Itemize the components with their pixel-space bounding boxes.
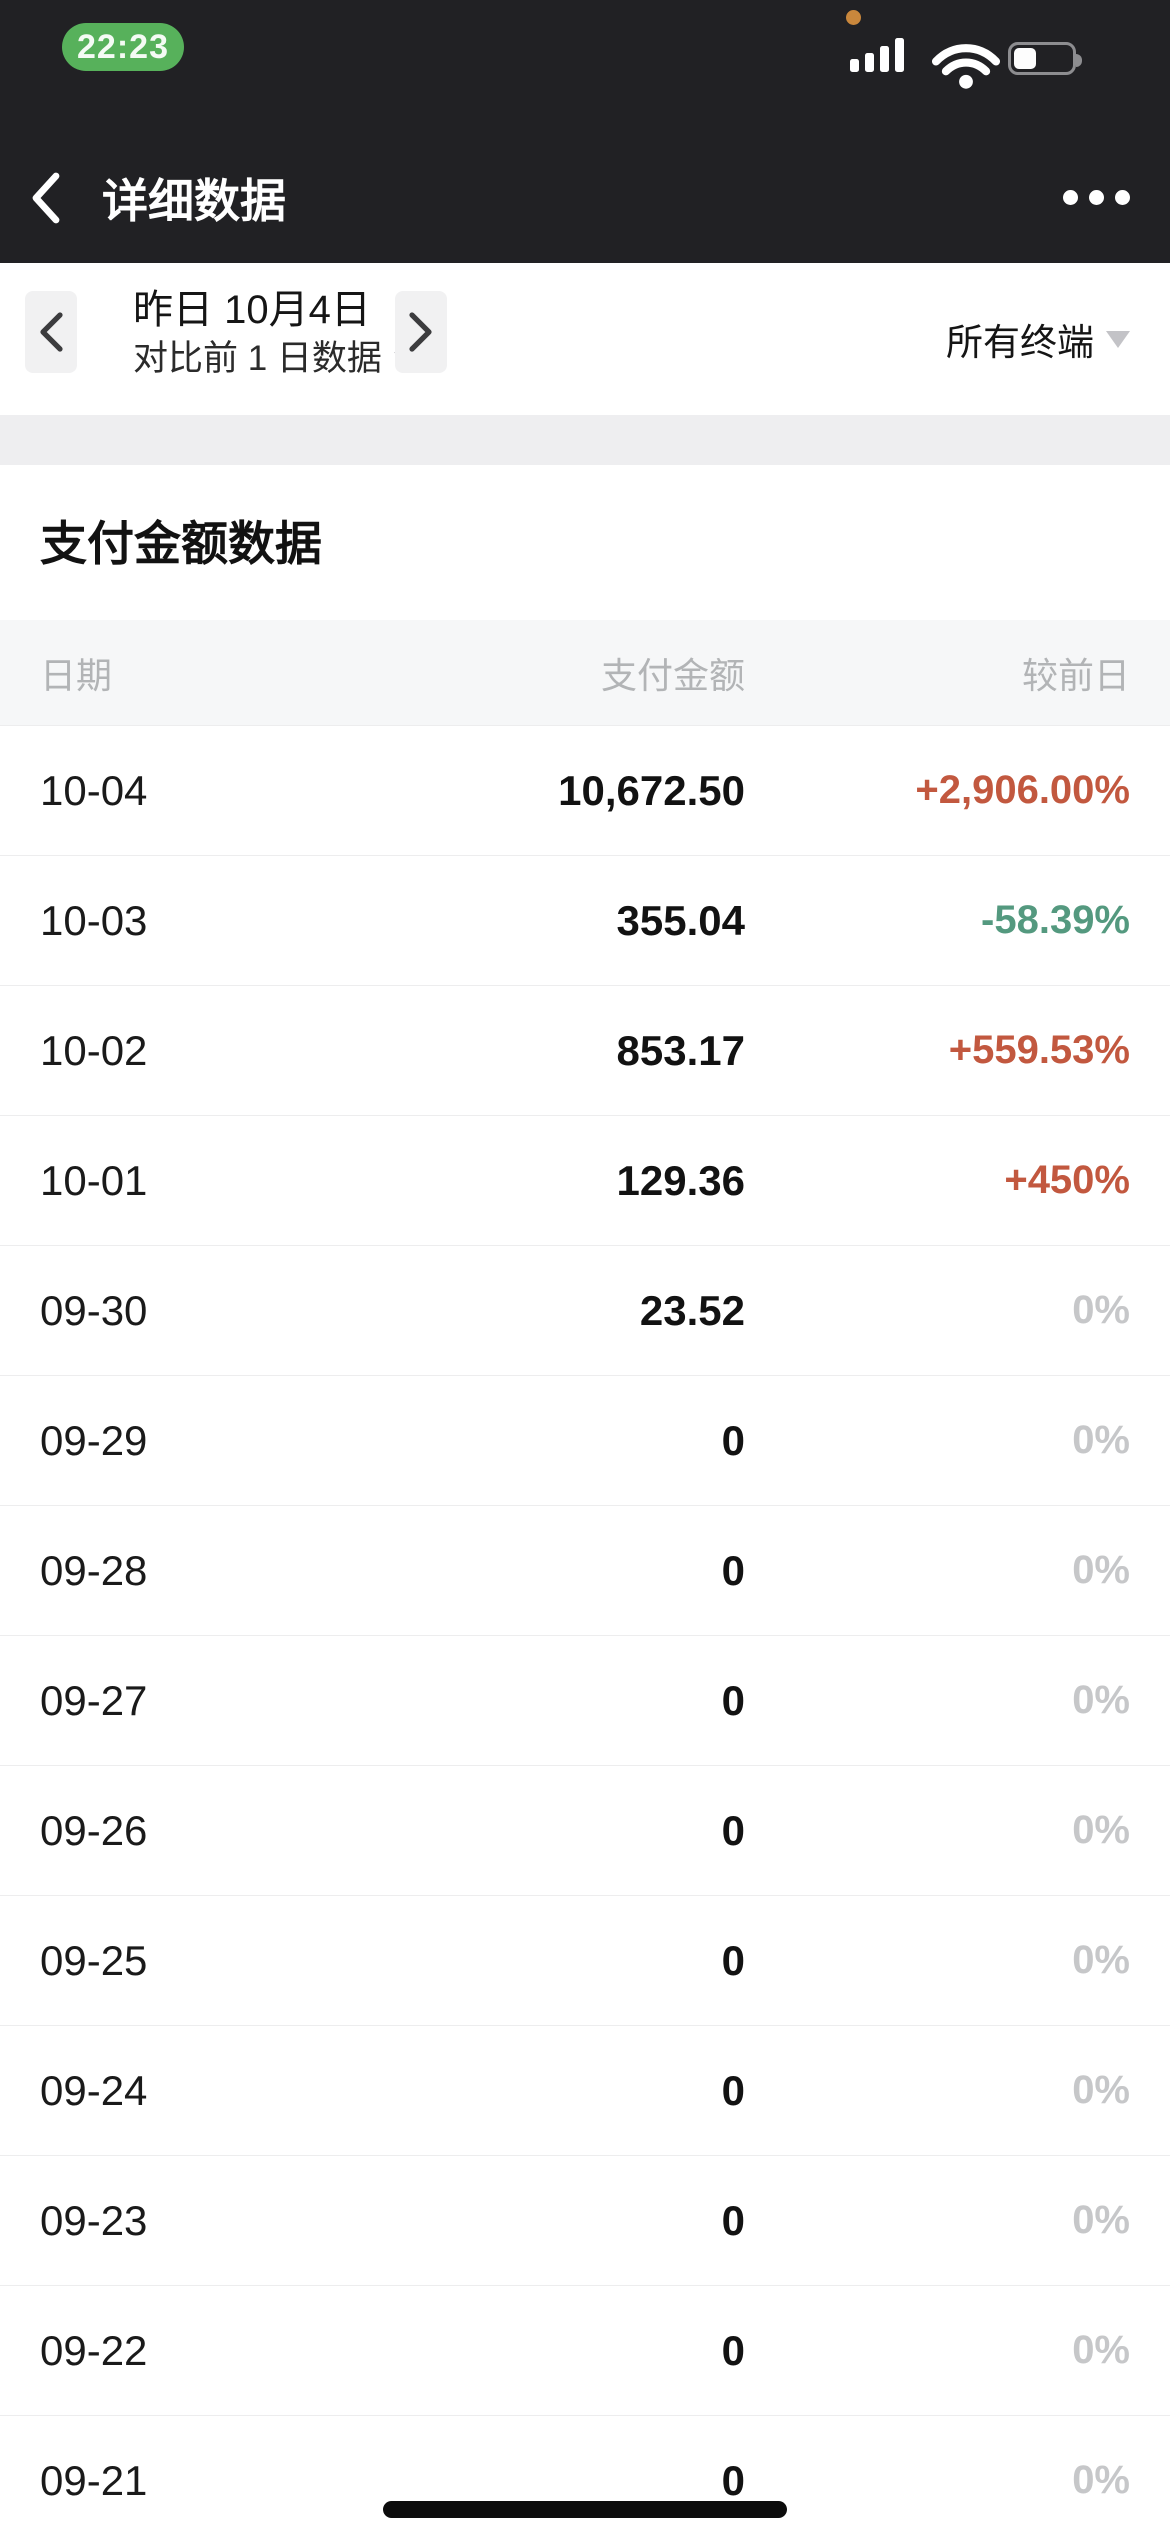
section-title: 支付金额数据 [40, 517, 322, 570]
device-filter-label: 所有终端 [946, 322, 1094, 363]
payment-data-section: 支付金额数据 日期 支付金额 较前日 10-04 10,672.50 +2,90… [0, 465, 1170, 2545]
row-amount: 0 [721, 2456, 745, 2504]
table-row: 10-04 10,672.50 +2,906.00% [0, 725, 1170, 855]
table-row: 09-25 0 0% [0, 1895, 1170, 2025]
row-change: +559.53% [948, 1028, 1130, 1072]
row-change: +450% [1004, 1158, 1130, 1202]
back-chevron-icon [32, 172, 60, 223]
row-amount: 0 [721, 1676, 745, 1724]
cellular-signal-icon [850, 38, 904, 72]
row-date: 09-23 [40, 2196, 148, 2244]
row-amount: 0 [721, 2196, 745, 2244]
row-change: 0% [1072, 1548, 1130, 1592]
microphone-indicator-dot [846, 10, 861, 25]
table-row: 10-01 129.36 +450% [0, 1115, 1170, 1245]
row-date: 10-03 [40, 896, 148, 944]
chevron-down-icon [1106, 330, 1130, 348]
chevron-left-icon [40, 312, 63, 352]
row-change: 0% [1072, 1288, 1130, 1332]
status-time-pill[interactable]: 22:23 [62, 23, 184, 71]
row-date: 09-25 [40, 1936, 148, 1984]
row-change: 0% [1072, 2458, 1130, 2502]
row-date: 09-22 [40, 2326, 148, 2374]
row-amount: 23.52 [639, 1286, 745, 1334]
payment-table-body: 10-04 10,672.50 +2,906.00% 10-03 355.04 … [0, 725, 1170, 2545]
table-row: 09-26 0 0% [0, 1765, 1170, 1895]
table-row: 10-03 355.04 -58.39% [0, 855, 1170, 985]
row-date: 10-01 [40, 1156, 148, 1204]
row-change: 0% [1072, 1418, 1130, 1462]
device-filter-dropdown[interactable]: 所有终端 [946, 312, 1130, 366]
chevron-right-icon [409, 312, 432, 352]
table-header-row: 日期 支付金额 较前日 [0, 620, 1170, 725]
row-date: 09-29 [40, 1416, 148, 1464]
row-date: 09-28 [40, 1546, 148, 1594]
row-change: +2,906.00% [915, 768, 1130, 812]
header-change: 较前日 [1021, 654, 1130, 696]
table-row: 09-24 0 0% [0, 2025, 1170, 2155]
back-button[interactable] [0, 150, 90, 245]
row-change: 0% [1072, 2328, 1130, 2372]
section-divider [0, 415, 1170, 465]
ellipsis-icon [1089, 190, 1104, 205]
row-amount: 853.17 [616, 1026, 745, 1074]
row-amount: 0 [721, 1936, 745, 1984]
date-compare-dropdown[interactable]: 昨日 10月4日 对比前 1 日数据 [133, 285, 416, 383]
row-date: 09-24 [40, 2066, 148, 2114]
row-amount: 0 [721, 1806, 745, 1854]
table-row: 09-23 0 0% [0, 2155, 1170, 2285]
row-date: 09-27 [40, 1676, 148, 1724]
row-change: 0% [1072, 1938, 1130, 1982]
ellipsis-icon [1115, 190, 1130, 205]
navigation-bar: 详细数据 [0, 150, 1170, 245]
date-selector-bar: 昨日 10月4日 对比前 1 日数据 所有终端 [0, 263, 1170, 415]
home-indicator[interactable] [383, 2501, 787, 2518]
battery-cap [1076, 54, 1082, 67]
row-amount: 355.04 [616, 896, 745, 944]
row-amount: 129.36 [616, 1156, 745, 1204]
row-amount: 0 [721, 1416, 745, 1464]
row-change: -58.39% [981, 898, 1130, 942]
row-change: 0% [1072, 2198, 1130, 2242]
row-amount: 0 [721, 1546, 745, 1594]
row-date: 09-26 [40, 1806, 148, 1854]
current-date-label: 昨日 10月4日 [133, 288, 371, 332]
row-date: 10-04 [40, 766, 148, 814]
battery-fill [1014, 48, 1037, 69]
more-menu-button[interactable] [1063, 168, 1130, 228]
ellipsis-icon [1063, 190, 1078, 205]
table-row: 09-21 0 0% [0, 2415, 1170, 2545]
table-row: 09-22 0 0% [0, 2285, 1170, 2415]
table-row: 09-28 0 0% [0, 1505, 1170, 1635]
header-date: 日期 [40, 654, 113, 696]
row-amount: 0 [721, 2326, 745, 2374]
next-day-button[interactable] [395, 291, 447, 373]
row-amount: 0 [721, 2066, 745, 2114]
table-row: 10-02 853.17 +559.53% [0, 985, 1170, 1115]
top-bar: 22:23 详细数据 [0, 0, 1170, 263]
status-time: 22:23 [77, 27, 169, 66]
row-amount: 10,672.50 [558, 766, 745, 814]
row-change: 0% [1072, 1808, 1130, 1852]
table-row: 09-30 23.52 0% [0, 1245, 1170, 1375]
table-row: 09-27 0 0% [0, 1635, 1170, 1765]
compare-label: 对比前 1 日数据 [133, 339, 382, 378]
wifi-icon [930, 38, 1002, 97]
header-amount: 支付金额 [600, 654, 745, 696]
previous-day-button[interactable] [25, 291, 77, 373]
row-date: 10-02 [40, 1026, 148, 1074]
table-row: 09-29 0 0% [0, 1375, 1170, 1505]
row-date: 09-21 [40, 2456, 148, 2504]
page-title: 详细数据 [102, 174, 286, 227]
row-change: 0% [1072, 2068, 1130, 2112]
battery-icon [1008, 42, 1082, 75]
row-date: 09-30 [40, 1286, 148, 1334]
row-change: 0% [1072, 1678, 1130, 1722]
